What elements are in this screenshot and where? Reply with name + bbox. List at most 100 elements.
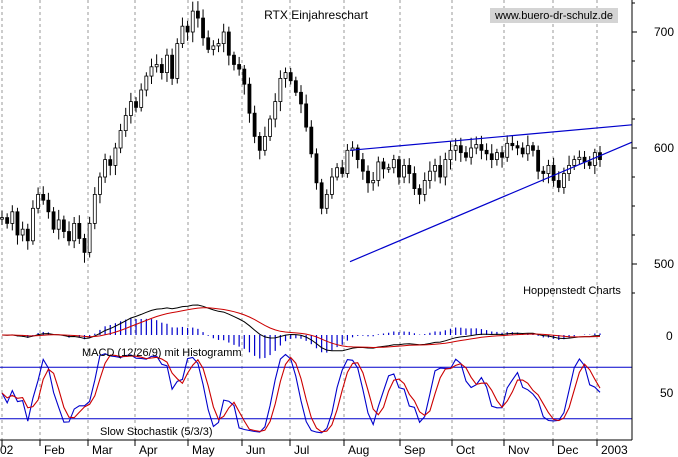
candle-body (515, 145, 520, 149)
candle-body (273, 101, 278, 120)
candle-body (453, 145, 458, 151)
candle-body (185, 25, 190, 33)
candle-body (407, 164, 412, 174)
candle-body (309, 126, 314, 155)
candle-body (551, 164, 556, 181)
candle-body (381, 161, 386, 170)
candle-body (257, 135, 262, 151)
candlestick-series (0, 1, 602, 263)
candle-body (134, 101, 138, 108)
candle-body (175, 43, 180, 79)
candle-body (118, 130, 123, 149)
trendlines (349, 124, 633, 263)
candle-body (397, 159, 401, 178)
x-tick-label: Nov (508, 443, 529, 457)
candle-body (15, 211, 20, 236)
candle-body (108, 159, 113, 166)
candle-body (355, 147, 360, 160)
candle-body (237, 64, 242, 70)
candle-body (562, 173, 566, 188)
candle-body (293, 80, 298, 93)
candle-body (252, 112, 257, 137)
candle-body (216, 43, 221, 47)
candle-body (479, 144, 484, 151)
candle-body (510, 142, 515, 147)
candle-body (0, 217, 4, 220)
chart-title: RTX Einjahreschart (264, 8, 368, 22)
y-axis-ticks: 500 600 700 0 50 (632, 2, 674, 400)
candle-body (211, 45, 216, 50)
x-tick-label: Dec (557, 443, 578, 457)
stochastic-tick-label: 50 (660, 386, 674, 400)
candle-body (165, 54, 169, 74)
candle-body (412, 173, 417, 190)
candle-body (113, 147, 118, 166)
candle-body (51, 211, 56, 230)
candle-body (149, 66, 154, 77)
candle-body (41, 193, 46, 201)
candle-body (500, 152, 504, 158)
candle-body (422, 180, 427, 195)
candle-body (195, 10, 200, 19)
candle-body (206, 37, 211, 50)
candle-body (67, 231, 71, 242)
candle-body (10, 211, 15, 224)
candle-body (536, 149, 541, 172)
candle-body (123, 115, 128, 131)
candle-body (128, 101, 133, 116)
stochastic-d-line (1, 354, 601, 433)
candle-body (144, 75, 149, 91)
candle-body (283, 72, 288, 79)
candle-body (56, 219, 61, 230)
candle-body (417, 188, 422, 195)
candle-body (427, 170, 432, 181)
candle-body (340, 167, 345, 174)
candle-body (494, 152, 499, 160)
candle-body (232, 54, 236, 65)
candle-body (376, 161, 381, 181)
candle-body (98, 176, 102, 195)
x-tick-label: Apr (139, 443, 158, 457)
x-tick-label: May (192, 443, 215, 457)
candle-body (92, 193, 97, 224)
candle-body (221, 31, 226, 44)
candle-body (335, 167, 339, 178)
macd-tick-label: 0 (666, 329, 673, 343)
macd-panel (1, 304, 601, 359)
candle-body (36, 193, 40, 209)
candle-body (330, 176, 334, 195)
candle-body (438, 164, 443, 178)
candle-body (247, 83, 252, 114)
candle-body (201, 17, 205, 39)
candle-body (31, 207, 35, 242)
candle-body (525, 145, 530, 155)
x-tick-label: Jun (246, 443, 265, 457)
candle-body (82, 238, 87, 253)
y-tick-label: 700 (654, 25, 674, 39)
macd-label: MACD (12/26/9) mit Histogramm (82, 347, 242, 359)
macd-signal-line (1, 307, 601, 349)
candle-body (61, 219, 66, 232)
candle-body (87, 222, 92, 253)
candle-body (159, 64, 164, 74)
candle-body (386, 167, 391, 170)
candle-body (170, 54, 175, 79)
candle-body (587, 161, 592, 166)
candle-body (304, 103, 309, 128)
candle-body (433, 164, 437, 172)
candle-body (366, 170, 370, 184)
candle-body (139, 89, 144, 108)
stochastic-k-line (1, 353, 601, 434)
credit-label: Hoppenstedt Charts (523, 285, 621, 297)
candle-body (469, 147, 474, 158)
candle-body (226, 31, 231, 56)
candle-body (20, 228, 25, 236)
candle-body (572, 159, 577, 166)
candle-body (263, 135, 267, 151)
candle-body (464, 152, 468, 158)
candle-body (391, 159, 396, 169)
candle-body (268, 118, 272, 137)
candle-body (77, 222, 82, 239)
y-tick-label: 500 (654, 257, 674, 271)
